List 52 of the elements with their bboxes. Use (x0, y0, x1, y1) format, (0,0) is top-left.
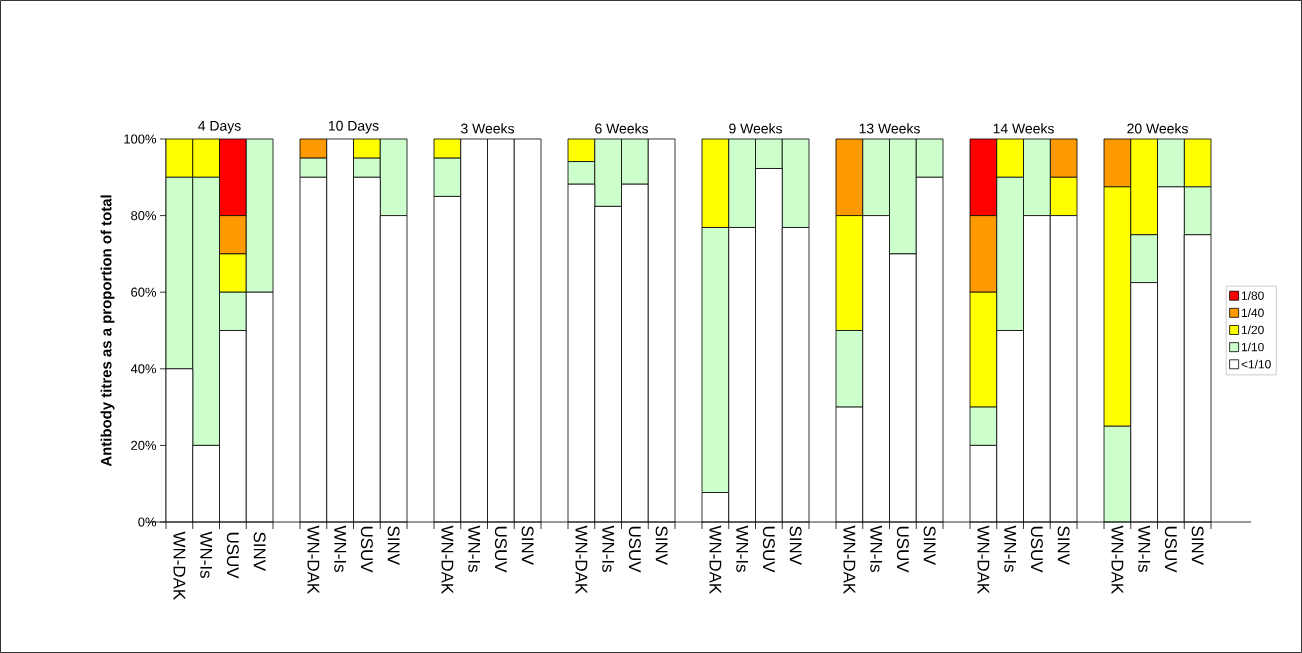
x-tick-label: USUV (226, 532, 239, 579)
x-tick-label: WN-Is (1138, 525, 1151, 572)
x-tick-label: SINV (1191, 526, 1204, 565)
y-tick-label: 20% (131, 440, 157, 450)
x-tick-label: SINV (923, 526, 936, 565)
x-tick-label: WN-Is (870, 525, 883, 572)
legend-label: <1/10 (1241, 359, 1271, 369)
x-tick-label: WN-DAK (709, 525, 722, 595)
x-tick-label: USUV (1164, 526, 1177, 573)
x-tick-label: WN-DAK (1111, 525, 1124, 595)
y-tick-label: 100% (124, 134, 157, 144)
x-tick-label: WN-Is (736, 525, 749, 572)
x-tick-label: SINV (387, 526, 400, 565)
x-tick-label: WN-DAK (441, 525, 454, 595)
x-tick-label: WN-Is (334, 525, 347, 572)
chart-title: 9 Weeks (729, 123, 782, 134)
x-tick-label: WN-Is (200, 531, 213, 578)
x-tick-label: WN-Is (602, 525, 615, 572)
x-tick-label: SINV (655, 526, 668, 565)
chart-title: 6 Weeks (595, 123, 648, 134)
legend-label: 1/20 (1241, 325, 1264, 335)
x-tick-label: SINV (789, 526, 802, 565)
chart-title: 14 Weeks (993, 123, 1054, 134)
chart-title: 4 Days (198, 121, 241, 134)
y-tick-label: 60% (131, 287, 157, 297)
legend-label: 1/80 (1241, 291, 1264, 300)
x-tick-label: USUV (1030, 526, 1043, 573)
y-axis-title: Antibody titres as a proportion of total (100, 195, 115, 467)
x-tick-label: USUV (628, 526, 641, 573)
x-tick-label: WN-Is (1004, 525, 1017, 572)
x-tick-label: USUV (494, 526, 507, 573)
x-tick-label: USUV (360, 526, 373, 573)
x-tick-label: WN-DAK (173, 531, 186, 601)
y-tick-label: 80% (131, 211, 157, 221)
x-tick-label: WN-DAK (575, 525, 588, 595)
x-tick-label: WN-Is (468, 525, 481, 572)
legend-label: 1/40 (1241, 308, 1264, 318)
x-tick-label: SINV (1057, 526, 1070, 565)
chart-title: 10 Days (328, 120, 379, 134)
x-tick-label: USUV (762, 526, 775, 573)
x-tick-label: WN-DAK (977, 525, 990, 595)
x-tick-label: USUV (896, 526, 909, 573)
y-tick-label: 0% (138, 517, 157, 527)
x-tick-label: WN-DAK (307, 525, 320, 595)
chart-title: 20 Weeks (1127, 123, 1188, 134)
x-tick-label: SINV (253, 532, 266, 571)
legend-label: 1/10 (1241, 342, 1264, 352)
x-tick-label: SINV (521, 526, 534, 565)
y-tick-label: 40% (130, 364, 157, 374)
x-tick-label: WN-DAK (843, 525, 856, 595)
chart-title: 13 Weeks (859, 123, 920, 134)
chart-title: 3 Weeks (461, 123, 514, 134)
